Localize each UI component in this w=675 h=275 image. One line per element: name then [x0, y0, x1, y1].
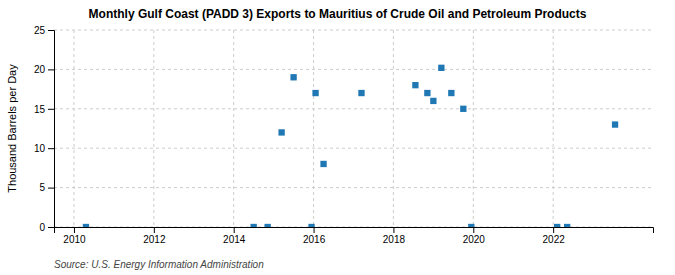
x-grid-line [153, 30, 154, 227]
y-tick-mark [48, 30, 54, 31]
x-tick: 2022 [543, 227, 566, 245]
y-tick-mark [48, 69, 54, 70]
point [412, 82, 418, 88]
x-tick-mark [154, 227, 155, 233]
x-grid-line [393, 30, 394, 227]
point [251, 224, 257, 227]
y-tick-label: 0 [39, 222, 45, 233]
point [430, 98, 436, 104]
x-tick-mark [393, 227, 394, 233]
x-tick-mark [234, 227, 235, 233]
x-axis: 2010 2012 2014 2016 2018 2020 2022 [55, 227, 654, 245]
y-tick-mark [48, 188, 54, 189]
x-grid-line [233, 30, 234, 227]
x-tick-mark [553, 227, 554, 233]
y-tick-label: 25 [34, 25, 46, 36]
x-tick: 2016 [303, 227, 326, 245]
x-tick-label: 2016 [303, 234, 326, 245]
x-axis-line [55, 228, 654, 234]
y-axis-title: Thousand Barrels per Day [6, 64, 18, 193]
x-grid-line [73, 30, 74, 227]
y-tick-label: 10 [34, 143, 46, 154]
x-grid-line [473, 30, 474, 227]
x-tick-label: 2012 [143, 234, 166, 245]
point [264, 224, 270, 227]
point [564, 224, 570, 227]
grid [54, 30, 653, 227]
y-axis: 0 5 10 15 20 25 [34, 25, 55, 233]
x-tick-label: 2018 [383, 234, 406, 245]
x-tick: 2010 [63, 227, 86, 245]
chart-svg: 2010 2012 2014 2016 2018 2020 2022 0 5 10 15 20 25 Mo… [0, 0, 675, 275]
point [312, 90, 318, 96]
x-grid-line [553, 30, 554, 227]
point [358, 90, 364, 96]
y-tick: 0 [39, 222, 54, 233]
plot-area [83, 65, 618, 227]
y-tick-mark [48, 109, 54, 110]
y-grid-line [54, 30, 653, 31]
y-tick-label: 15 [34, 104, 46, 115]
x-tick-label: 2022 [543, 234, 566, 245]
y-tick-label: 5 [39, 182, 45, 193]
y-grid-line [54, 69, 653, 70]
x-tick-mark [314, 227, 315, 233]
point [278, 129, 284, 135]
x-tick-label: 2020 [463, 234, 486, 245]
y-tick-mark [48, 227, 54, 228]
y-tick: 20 [34, 64, 54, 75]
title: Monthly Gulf Coast (PADD 3) Exports to M… [89, 7, 587, 21]
x-tick: 2018 [383, 227, 406, 245]
point [320, 161, 326, 167]
y-tick: 5 [39, 182, 54, 193]
point [438, 65, 444, 71]
x-tick: 2014 [223, 227, 246, 245]
x-tick: 2012 [143, 227, 166, 245]
point [290, 74, 296, 80]
y-tick-label: 20 [34, 64, 46, 75]
x-tick-label: 2014 [223, 234, 246, 245]
x-tick-mark [74, 227, 75, 233]
x-tick-label: 2010 [63, 234, 86, 245]
y-tick: 25 [34, 25, 54, 36]
point [612, 121, 618, 127]
x-tick-mark [473, 227, 474, 233]
y-grid-line [54, 148, 653, 149]
y-grid-line [54, 108, 653, 109]
y-tick-mark [48, 148, 54, 149]
source-note: Source: U.S. Energy Information Administ… [54, 259, 264, 270]
point [448, 90, 454, 96]
point [424, 90, 430, 96]
chart-container: 2010 2012 2014 2016 2018 2020 2022 0 5 10 15 20 25 Mo… [0, 0, 675, 275]
y-grid-line [54, 187, 653, 188]
x-tick: 2020 [463, 227, 486, 245]
y-tick: 10 [34, 143, 54, 154]
point [460, 106, 466, 112]
point [308, 224, 314, 227]
y-axis-line [48, 31, 55, 228]
x-grid-line [313, 30, 314, 227]
point [83, 224, 89, 227]
y-tick: 15 [34, 104, 54, 115]
point [468, 224, 474, 227]
point [554, 224, 560, 227]
